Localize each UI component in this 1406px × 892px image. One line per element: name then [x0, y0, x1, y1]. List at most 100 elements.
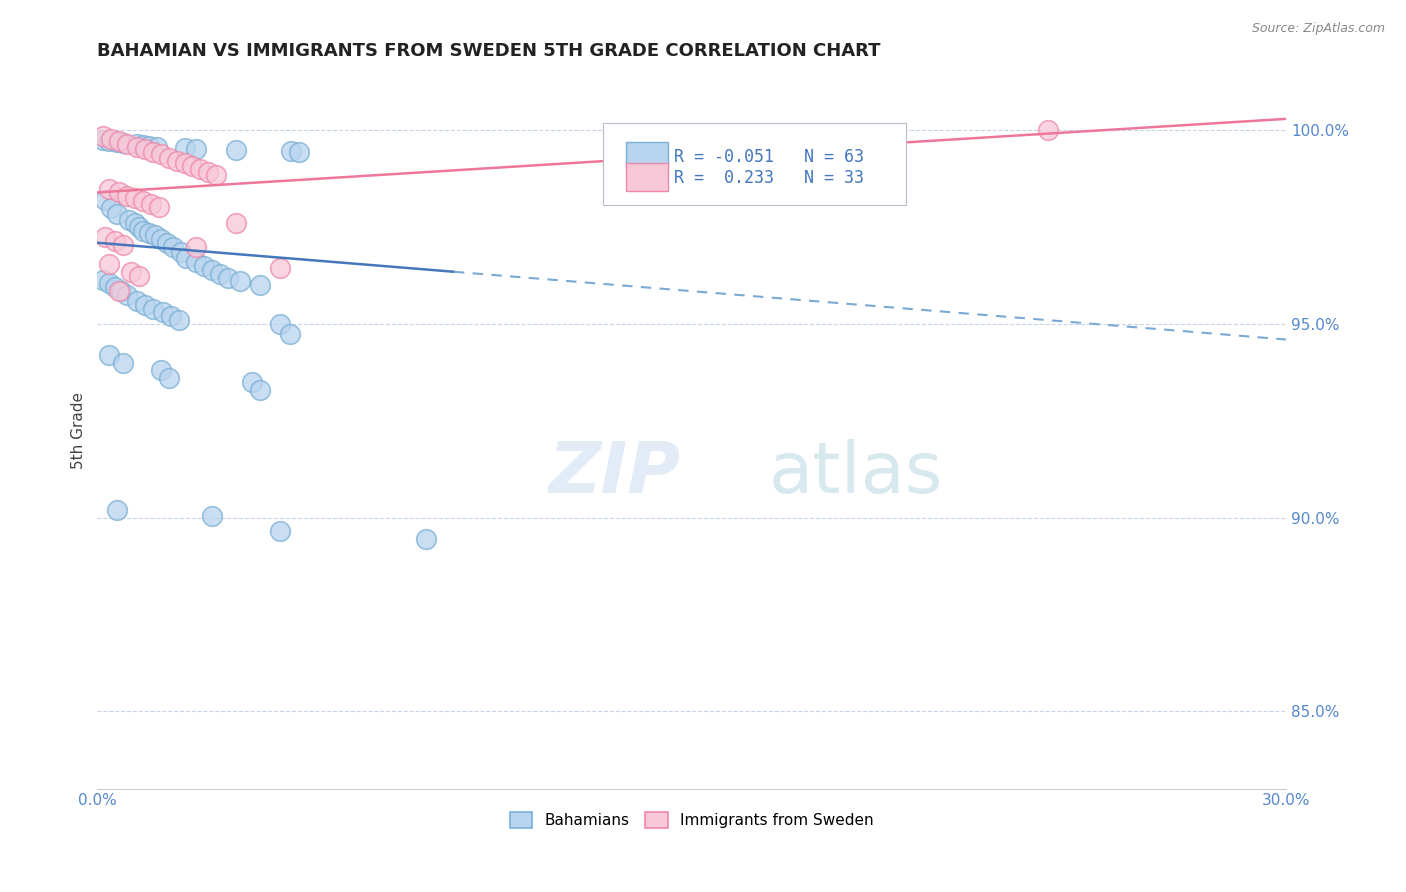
- Point: [139, 197, 162, 211]
- Text: atlas: atlas: [769, 439, 943, 508]
- Point: [94, 193, 117, 207]
- Point: [98, 277, 121, 291]
- Point: [269, 317, 291, 331]
- Point: [132, 224, 155, 238]
- Point: [108, 284, 131, 298]
- Point: [132, 138, 155, 153]
- Point: [249, 278, 271, 293]
- Point: [91, 133, 114, 147]
- Point: [91, 129, 114, 144]
- Text: R =  0.233   N = 33: R = 0.233 N = 33: [673, 169, 863, 187]
- Point: [115, 136, 138, 151]
- Bar: [626, 163, 668, 191]
- Point: [146, 140, 169, 154]
- FancyBboxPatch shape: [603, 122, 905, 205]
- Point: [225, 143, 247, 157]
- Point: [205, 168, 228, 182]
- Point: [98, 181, 121, 195]
- Point: [128, 220, 150, 235]
- Point: [249, 383, 271, 397]
- Point: [98, 257, 121, 271]
- Point: [98, 134, 121, 148]
- Point: [94, 230, 117, 244]
- Point: [280, 144, 302, 158]
- Point: [112, 136, 135, 150]
- Point: [288, 145, 311, 159]
- Point: [197, 165, 219, 179]
- Point: [148, 200, 170, 214]
- Text: ZIP: ZIP: [548, 439, 682, 508]
- Point: [142, 301, 165, 316]
- Point: [162, 239, 184, 253]
- Point: [1038, 123, 1060, 137]
- Point: [134, 298, 156, 312]
- Point: [125, 293, 148, 308]
- Point: [186, 142, 208, 156]
- Point: [225, 216, 247, 230]
- Point: [156, 235, 179, 250]
- Point: [149, 147, 172, 161]
- Point: [217, 270, 239, 285]
- Text: R = -0.051   N = 63: R = -0.051 N = 63: [673, 147, 863, 166]
- Point: [240, 375, 263, 389]
- Point: [142, 145, 165, 159]
- Text: BAHAMIAN VS IMMIGRANTS FROM SWEDEN 5TH GRADE CORRELATION CHART: BAHAMIAN VS IMMIGRANTS FROM SWEDEN 5TH G…: [97, 42, 880, 60]
- Point: [167, 313, 190, 327]
- Point: [149, 232, 172, 246]
- Point: [229, 275, 252, 289]
- Point: [190, 162, 212, 177]
- Point: [143, 227, 166, 242]
- Point: [132, 194, 155, 208]
- Point: [120, 265, 142, 279]
- Point: [112, 356, 135, 370]
- Point: [91, 272, 114, 286]
- Point: [173, 156, 195, 170]
- Y-axis label: 5th Grade: 5th Grade: [72, 392, 86, 469]
- Point: [186, 255, 208, 269]
- Point: [176, 251, 198, 265]
- Point: [186, 239, 208, 253]
- Point: [108, 134, 131, 148]
- Bar: [626, 142, 668, 169]
- Point: [201, 263, 224, 277]
- Point: [124, 216, 146, 230]
- Point: [105, 207, 128, 221]
- Point: [110, 284, 132, 298]
- Point: [269, 524, 291, 538]
- Point: [124, 191, 146, 205]
- Point: [134, 142, 156, 156]
- Point: [169, 245, 191, 260]
- Point: [138, 139, 160, 153]
- Point: [149, 363, 172, 377]
- Point: [104, 234, 127, 248]
- Point: [104, 280, 127, 294]
- Point: [415, 532, 437, 546]
- Point: [115, 188, 138, 202]
- Point: [209, 267, 232, 281]
- Point: [125, 140, 148, 154]
- Point: [105, 503, 128, 517]
- Point: [157, 371, 180, 385]
- Point: [125, 136, 148, 151]
- Point: [138, 226, 160, 240]
- Point: [166, 153, 188, 168]
- Point: [112, 237, 135, 252]
- Point: [181, 159, 204, 173]
- Point: [278, 326, 301, 341]
- Point: [159, 310, 181, 324]
- Point: [100, 132, 122, 146]
- Point: [100, 201, 122, 215]
- Point: [108, 186, 131, 200]
- Point: [201, 508, 224, 523]
- Point: [118, 212, 141, 227]
- Point: [269, 260, 291, 275]
- Point: [115, 288, 138, 302]
- Legend: Bahamians, Immigrants from Sweden: Bahamians, Immigrants from Sweden: [503, 806, 880, 835]
- Point: [128, 268, 150, 283]
- Point: [193, 259, 215, 273]
- Point: [152, 305, 174, 319]
- Point: [98, 348, 121, 362]
- Point: [157, 151, 180, 165]
- Point: [173, 141, 195, 155]
- Text: Source: ZipAtlas.com: Source: ZipAtlas.com: [1251, 22, 1385, 36]
